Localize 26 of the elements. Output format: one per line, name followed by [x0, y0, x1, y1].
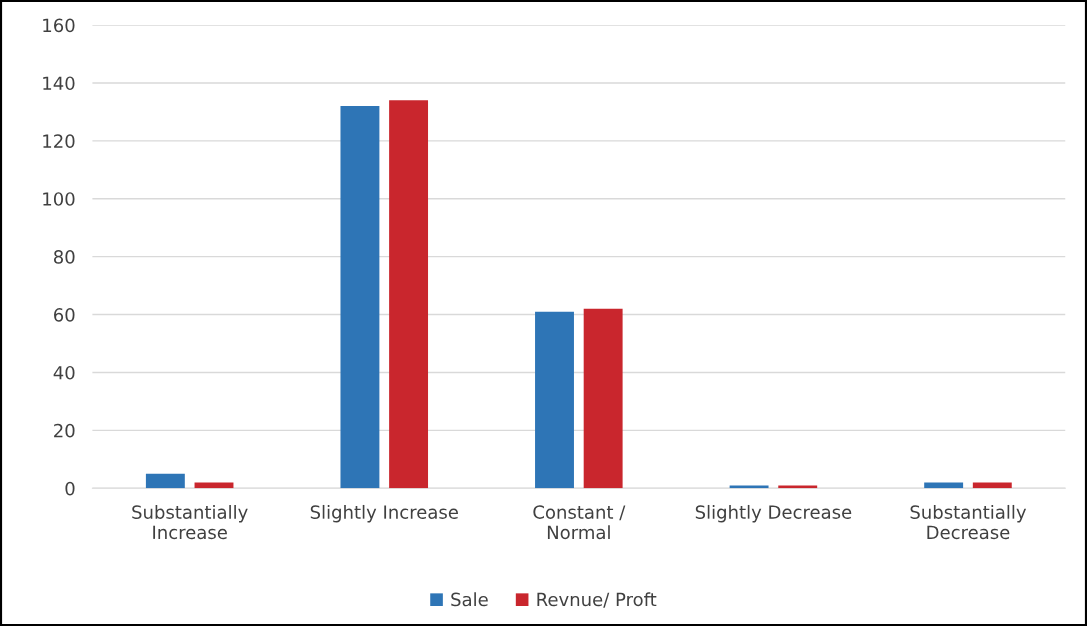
- x-tick-label: Slightly Decrease: [695, 504, 852, 523]
- y-tick-label: 80: [53, 250, 75, 264]
- y-tick-label: 60: [54, 308, 75, 322]
- bar: [194, 482, 234, 489]
- bar: [924, 482, 964, 489]
- bar: [389, 100, 429, 489]
- y-tick-label: 140: [43, 76, 75, 91]
- bar: [972, 482, 1012, 489]
- x-tick-label: Constant / Normal: [533, 505, 626, 540]
- x-tick-label: Substantially Increase: [132, 504, 248, 540]
- y-tick-label: 20: [54, 423, 75, 438]
- legend-label: Revnue/ Proft: [537, 592, 657, 608]
- bar: [535, 311, 574, 489]
- bar: [583, 308, 623, 489]
- bar: [340, 106, 380, 489]
- bar: [145, 473, 185, 489]
- x-tick-label: Substantially Decrease: [910, 504, 1027, 540]
- bar: [778, 485, 818, 489]
- y-tick-label: 0: [65, 481, 75, 496]
- bar: [729, 485, 769, 489]
- y-tick-label: 100: [43, 192, 75, 206]
- y-tick-label: 160: [43, 18, 75, 33]
- x-tick-label: Slightly Increase: [310, 504, 458, 523]
- y-tick-label: 40: [53, 365, 75, 380]
- legend-label: Sale: [451, 592, 488, 607]
- y-tick-label: 120: [43, 134, 75, 148]
